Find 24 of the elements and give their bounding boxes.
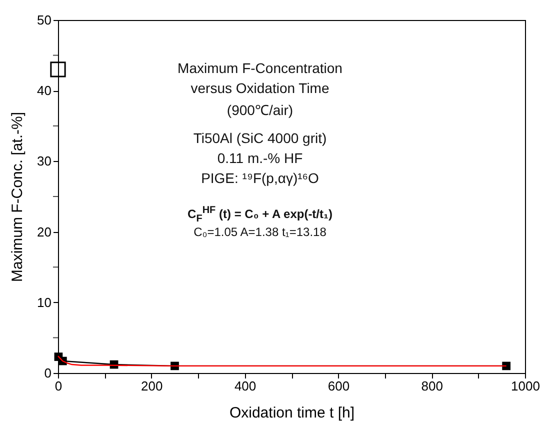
y-axis-title: Maximum F-Conc. [at.-%] [9, 112, 26, 282]
y-tick-label: 30 [37, 154, 52, 169]
y-tick-label: 10 [37, 294, 52, 310]
point [50, 62, 66, 78]
y-tick-label: 50 [37, 12, 52, 28]
annotation: 0.11 m.-% HF [216, 150, 304, 166]
x-tick-label: 1000 [511, 378, 540, 394]
annotation: C$_{F}$$^{HF}$ (t) = C₀ + A exp(-t/t₁) [186, 205, 334, 224]
annotation: (900℃/air) [226, 101, 294, 119]
annotation: C₀=1.05 A=1.38 t₁=13.18 [192, 225, 328, 239]
annotation: Ti50Al (SiC 4000 grit) [192, 130, 328, 146]
x-tick-label: 0 [54, 378, 62, 394]
y-tick-label: 20 [37, 224, 52, 240]
x-axis-title: Oxidation time t [h] [229, 404, 355, 422]
y-tick-label: 40 [37, 83, 52, 98]
point [502, 362, 511, 370]
x-tick-label: 600 [328, 378, 350, 394]
annotation: PIGE: ¹⁹F(p,αγ)¹⁶O [200, 170, 320, 186]
annotation: Maximum F-Concentration [176, 60, 344, 76]
x-tick-label: 200 [141, 378, 163, 394]
x-tick-label: 400 [234, 378, 256, 394]
annotation: versus Oxidation Time [190, 80, 330, 96]
x-tick-label: 800 [421, 378, 443, 394]
y-tick-label: 0 [44, 366, 52, 380]
